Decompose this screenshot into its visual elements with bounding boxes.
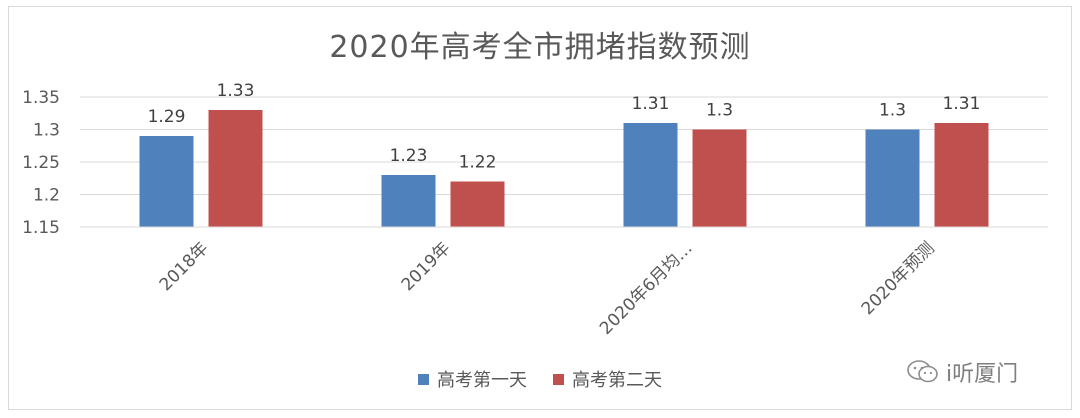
- legend-label-series-1: 高考第一天: [437, 370, 527, 391]
- bar: [208, 110, 263, 227]
- y-tick-label: 1.25: [22, 153, 60, 173]
- y-tick-label: 1.15: [22, 218, 60, 238]
- bar: [381, 175, 436, 227]
- legend-swatch-series-2: [553, 373, 564, 385]
- x-tick-label: 2020年预测: [858, 238, 939, 319]
- x-tick-label: 2018年: [156, 238, 213, 295]
- legend: 高考第一天 高考第二天: [0, 366, 1080, 392]
- legend-swatch-series-1: [418, 373, 429, 385]
- bar: [139, 136, 194, 227]
- watermark: i听厦门: [906, 356, 1018, 388]
- x-tick-label: 2020年6月均…: [596, 238, 696, 338]
- bar: [692, 129, 747, 227]
- bar: [450, 181, 505, 227]
- bar: [623, 123, 678, 227]
- x-tick-label: 2019年: [398, 238, 455, 295]
- data-label: 1.3: [879, 101, 906, 121]
- data-label: 1.31: [632, 94, 670, 114]
- data-label: 1.29: [148, 107, 186, 127]
- data-label: 1.3: [706, 101, 733, 121]
- data-label: 1.33: [217, 81, 255, 101]
- legend-item-series-1: 高考第一天: [418, 366, 527, 392]
- data-label: 1.22: [459, 153, 497, 173]
- data-label: 1.31: [943, 94, 981, 114]
- legend-item-series-2: 高考第二天: [553, 366, 662, 392]
- chart-title: 2020年高考全市拥堵指数预测: [329, 30, 751, 65]
- watermark-text: i听厦门: [946, 362, 1019, 387]
- data-label: 1.23: [390, 146, 428, 166]
- bar: [934, 123, 989, 227]
- wechat-logo-icon: [907, 360, 938, 383]
- y-tick-label: 1.35: [22, 88, 60, 108]
- y-tick-label: 1.3: [33, 121, 60, 141]
- legend-label-series-2: 高考第二天: [572, 370, 662, 391]
- y-tick-label: 1.2: [33, 186, 60, 206]
- bar: [865, 129, 920, 227]
